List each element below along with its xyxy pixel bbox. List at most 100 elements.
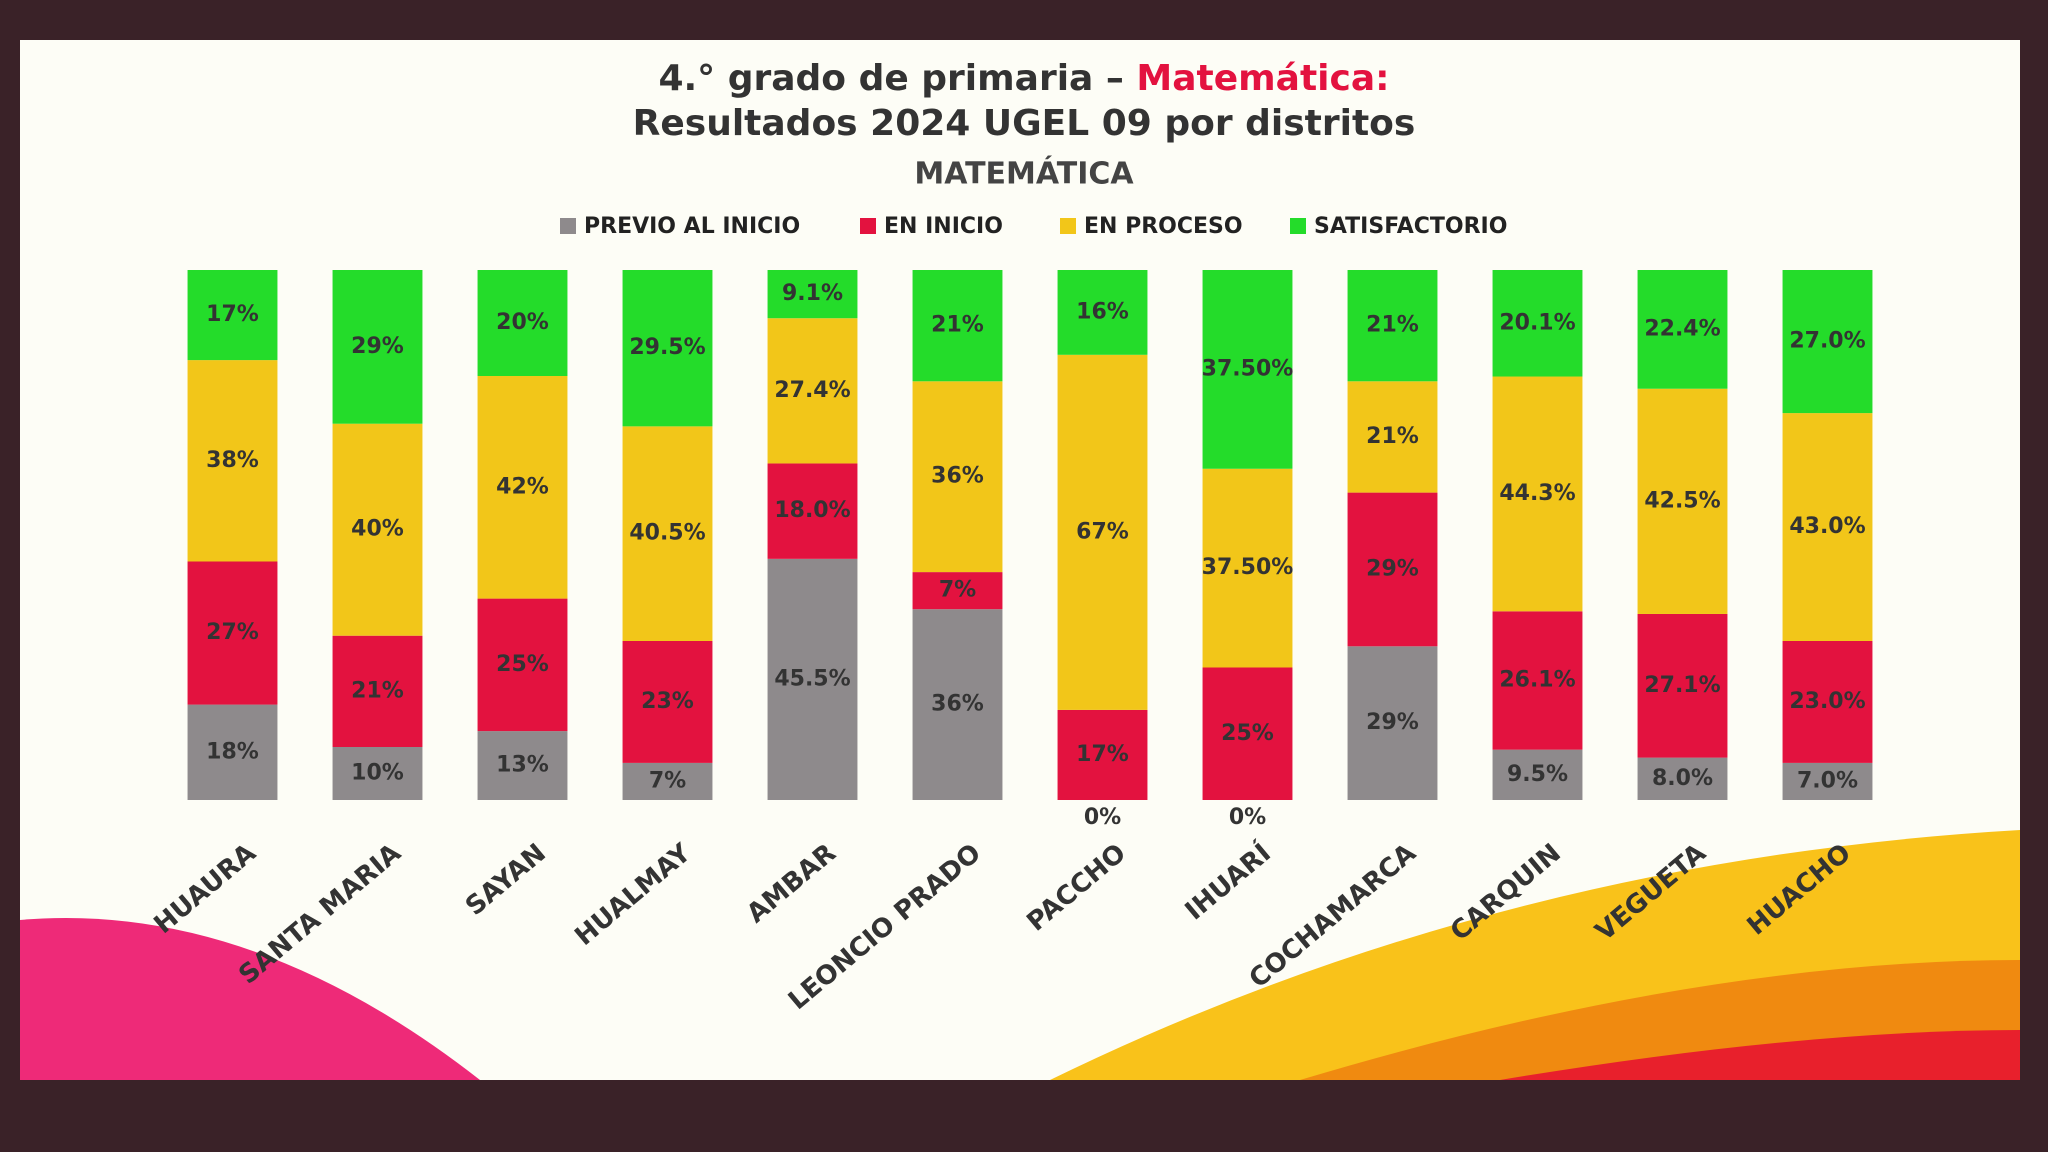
bar-segment <box>912 381 1003 573</box>
value-label: 43.0% <box>1789 514 1865 539</box>
bar-segment <box>187 360 278 562</box>
value-label: 37.50% <box>1202 356 1294 381</box>
value-label: 13% <box>496 753 549 778</box>
value-label: 21% <box>351 678 404 703</box>
bar-segment <box>1637 270 1728 389</box>
bar-segment <box>1057 270 1148 355</box>
bar-segment <box>1492 749 1583 800</box>
value-label: 26.1% <box>1499 667 1575 692</box>
legend-swatch <box>560 218 576 234</box>
value-label: 25% <box>1221 721 1274 746</box>
bar-segment <box>1637 388 1728 614</box>
value-label: 36% <box>931 692 984 717</box>
bar-segment <box>1057 709 1148 800</box>
bar-segment <box>332 747 423 800</box>
bar-segment <box>1347 270 1438 382</box>
value-label: 27.1% <box>1644 673 1720 698</box>
bar-segment <box>187 561 278 705</box>
value-label: 9.5% <box>1507 762 1568 787</box>
bar-segment <box>912 572 1003 610</box>
value-label: 42% <box>496 474 549 499</box>
bar-segment <box>1202 270 1293 469</box>
bar-segment <box>477 270 568 376</box>
value-label: 0% <box>1229 805 1266 830</box>
value-label: 17% <box>206 302 259 327</box>
value-label: 17% <box>1076 742 1129 767</box>
title-text: 4.° grado de primaria – <box>658 58 1123 99</box>
decor-pink <box>20 918 480 1080</box>
value-label: 25% <box>496 652 549 677</box>
bar-segment <box>1782 413 1873 641</box>
value-label: 40.5% <box>629 521 705 546</box>
value-label: 29% <box>1366 556 1419 581</box>
value-label: 23% <box>641 689 694 714</box>
value-label: 67% <box>1076 519 1129 544</box>
bar-segment <box>1782 641 1873 763</box>
value-label: 27% <box>206 620 259 645</box>
value-label: 29.5% <box>629 335 705 360</box>
bar-segment <box>1492 611 1583 750</box>
legend: PREVIO AL INICIO EN INICIO EN PROCESO SATIS… <box>560 214 1507 239</box>
bar-segment <box>1202 667 1293 800</box>
value-label: 23.0% <box>1789 689 1865 714</box>
value-label: 7% <box>649 768 686 793</box>
bar-segment <box>332 423 423 636</box>
bar-segment <box>1057 354 1148 710</box>
bar-segment <box>1492 270 1583 377</box>
bar-segment <box>332 635 423 747</box>
value-label: 10% <box>351 761 404 786</box>
chart-title: 4.° grado de primaria – Matemática: <box>658 58 1389 99</box>
value-label: 27.4% <box>774 378 850 403</box>
bar-segment <box>187 704 278 800</box>
value-label: 18% <box>206 739 259 764</box>
value-label: 44.3% <box>1499 481 1575 506</box>
legend-swatch <box>1060 218 1076 234</box>
value-label: 20.1% <box>1499 310 1575 335</box>
value-label: 18.0% <box>774 498 850 523</box>
bar-segment <box>1202 468 1293 668</box>
value-label: 21% <box>931 313 984 338</box>
value-label: 45.5% <box>774 666 850 691</box>
bar-segment <box>767 318 858 464</box>
legend-label: PREVIO AL INICIO <box>584 214 800 239</box>
bar-segment <box>622 641 713 763</box>
bar-segment <box>332 270 423 424</box>
value-label: 16% <box>1076 299 1129 324</box>
bar-segment <box>477 731 568 800</box>
legend-swatch <box>1290 218 1306 234</box>
bar-segment <box>477 598 568 732</box>
bar-segment <box>1347 646 1438 800</box>
bar-segment <box>767 558 858 800</box>
bar-segment <box>767 463 858 559</box>
bar-segment <box>912 609 1003 800</box>
value-label: 8.0% <box>1652 766 1713 791</box>
legend-label: SATISFACTORIO <box>1314 214 1507 239</box>
legend-label: EN INICIO <box>884 214 1003 239</box>
value-label: 40% <box>351 517 404 542</box>
value-label: 0% <box>1084 805 1121 830</box>
bar-segment <box>622 270 713 427</box>
value-label: 7% <box>939 578 976 603</box>
bar-segment <box>477 376 568 599</box>
value-label: 42.5% <box>1644 488 1720 513</box>
bar-segment <box>1637 613 1728 758</box>
bar-segment <box>1637 757 1728 800</box>
title-highlight: Matemática: <box>1136 58 1389 99</box>
bar-segment <box>622 762 713 800</box>
value-label: 7.0% <box>1797 768 1858 793</box>
bar-segment <box>1347 381 1438 493</box>
value-label: 22.4% <box>1644 316 1720 341</box>
bar-segment <box>622 426 713 641</box>
bar-segment <box>767 270 858 319</box>
value-label: 29% <box>351 334 404 359</box>
bar-segment <box>1782 270 1873 414</box>
value-label: 21% <box>1366 313 1419 338</box>
chart-subtitle: MATEMÁTICA <box>914 156 1134 192</box>
value-label: 38% <box>206 448 259 473</box>
decor-red <box>1500 1030 2020 1080</box>
value-label: 29% <box>1366 710 1419 735</box>
bar-segment <box>1782 762 1873 800</box>
value-label: 37.50% <box>1202 555 1294 580</box>
